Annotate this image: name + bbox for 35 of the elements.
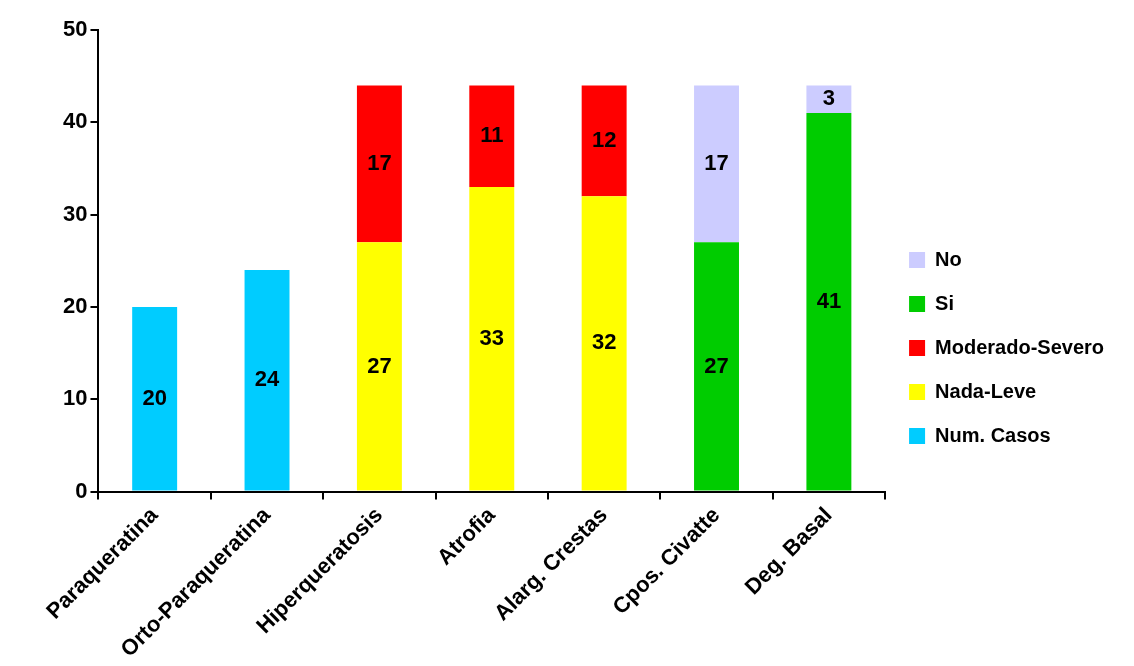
bar	[694, 85, 739, 243]
bar	[356, 242, 402, 491]
legend-label: Moderado-Severo	[935, 335, 1105, 358]
bar	[244, 270, 290, 491]
data-label: 32	[591, 329, 617, 355]
legend-label: Nada-Leve	[935, 379, 1037, 402]
y-tick-label: 40	[62, 108, 88, 134]
data-label: 17	[704, 149, 729, 175]
data-label: 41	[816, 287, 842, 313]
bar	[806, 85, 852, 114]
bar	[694, 242, 739, 491]
bar	[469, 85, 515, 187]
data-label: 11	[480, 122, 504, 148]
data-label: 24	[254, 366, 281, 392]
y-tick-label: 10	[62, 385, 88, 411]
data-label: 3	[822, 85, 836, 111]
bar	[132, 306, 178, 491]
data-label: 27	[704, 352, 729, 378]
legend-label: No	[935, 247, 962, 270]
legend-label: Si	[935, 291, 954, 314]
bar	[356, 85, 402, 243]
bar	[806, 113, 852, 491]
data-label: 20	[142, 384, 167, 410]
bar	[469, 186, 515, 491]
y-tick-label: 20	[62, 293, 88, 318]
y-tick-label: 30	[62, 200, 88, 226]
data-label: 33	[479, 324, 505, 350]
y-tick-label: 0	[75, 477, 88, 503]
data-label: 17	[367, 149, 392, 175]
data-label: 12	[591, 126, 617, 152]
legend-label: Num. Casos	[935, 423, 1051, 446]
data-label: 27	[367, 352, 392, 378]
bar	[581, 196, 627, 491]
y-tick-label: 50	[62, 16, 88, 42]
bar	[581, 85, 627, 197]
